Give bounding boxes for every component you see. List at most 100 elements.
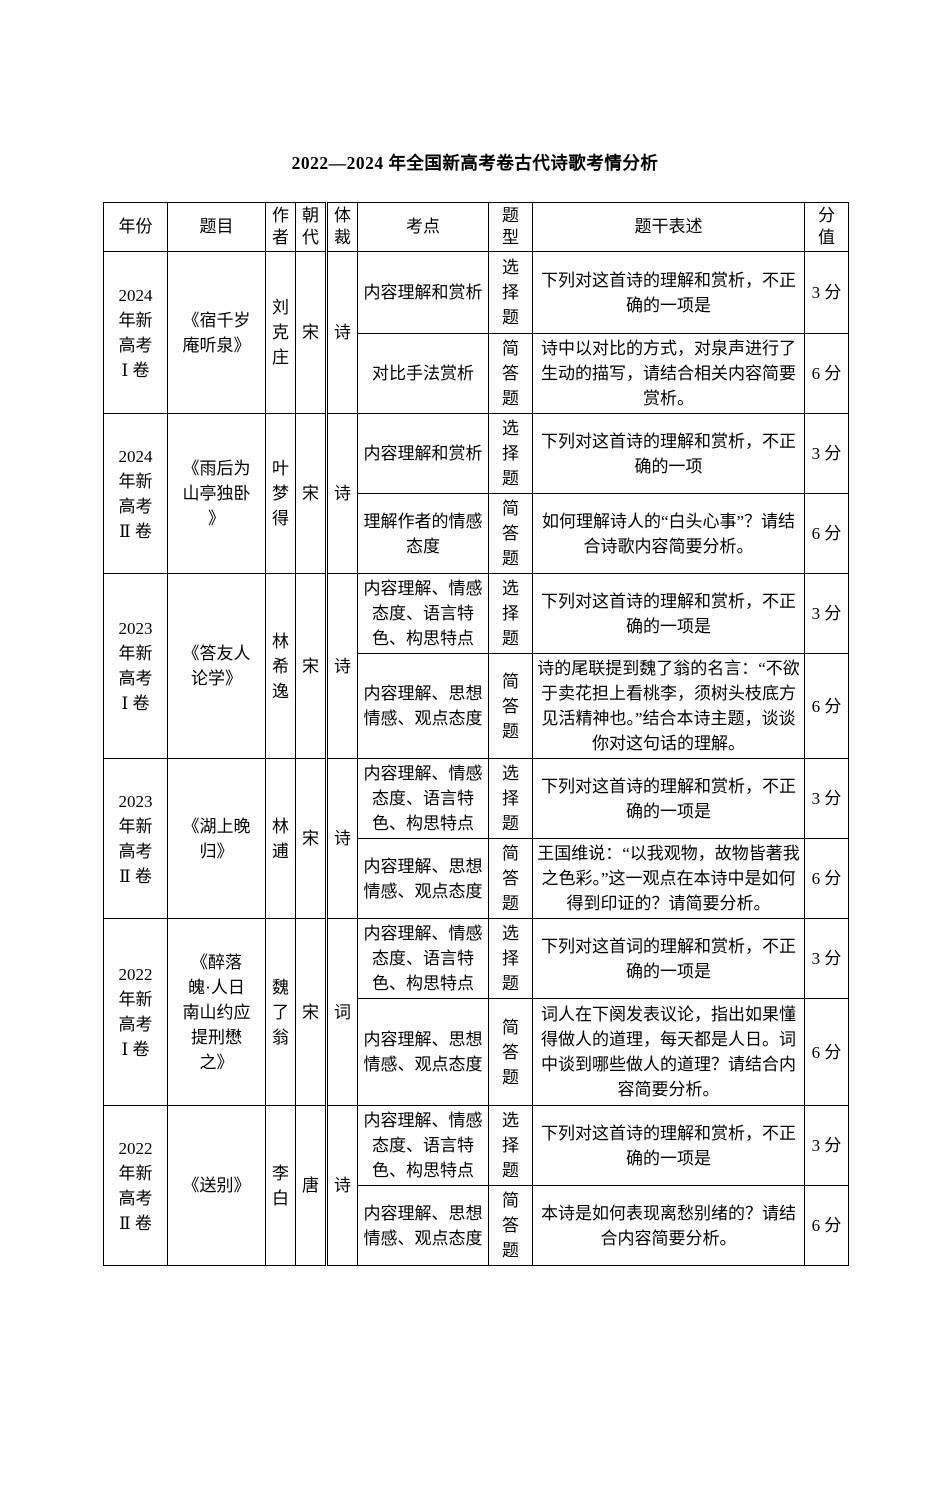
question-type-cell: 选 择 题 — [488, 413, 533, 494]
question-type-cell: 选 择 题 — [488, 251, 533, 334]
question-type-cell: 简 答 题 — [488, 998, 533, 1106]
table-row: 内容理解、思想情感、观点态度 简 答 题 本诗是如何表现离愁别绪的？请结合内容简… — [104, 1185, 849, 1266]
question-type-cell: 简 答 题 — [488, 333, 533, 414]
header-stem: 题干表述 — [532, 202, 805, 252]
question-type-cell: 选 择 题 — [488, 1105, 533, 1186]
header-poem-title: 题目 — [167, 202, 266, 252]
page-title: 2022—2024 年全国新高考卷古代诗歌考情分析 — [291, 153, 659, 173]
header-score: 分 值 — [804, 202, 849, 252]
dynasty-cell: 宋 — [295, 918, 327, 1106]
poem-title-cell: 《湖上晚 归》 — [167, 758, 266, 919]
score-cell: 3 分 — [804, 918, 849, 999]
table-row: 2023 年新 高考 Ⅱ 卷 《湖上晚 归》 林 逋 宋 诗 内容理解、情感态度… — [103, 758, 849, 919]
author-cell: 刘 克 庄 — [265, 251, 296, 414]
score-cell: 6 分 — [804, 653, 849, 759]
year-cell: 2023 年新 高考 Ⅰ 卷 — [103, 573, 168, 759]
genre-cell: 诗 — [325, 573, 358, 759]
stem-cell: 如何理解诗人的“白头心事”？请结合诗歌内容简要分析。 — [532, 493, 805, 574]
score-cell: 3 分 — [804, 758, 849, 839]
table-row: 内容理解、思想情感、观点态度 简 答 题 词人在下阕发表议论，指出如果懂得做人的… — [104, 998, 849, 1106]
points-cell: 内容理解和赏析 — [357, 251, 489, 334]
poem-title-cell: 《醉落 魄·人日 南山约应 提刑懋 之》 — [167, 918, 266, 1106]
header-question-type: 题 型 — [488, 202, 533, 252]
points-cell: 对比手法赏析 — [357, 333, 489, 414]
stem-cell: 下列对这首诗的理解和赏析，不正确的一项 — [532, 413, 805, 494]
dynasty-cell: 宋 — [295, 758, 327, 919]
stem-cell: 本诗是如何表现离愁别绪的？请结合内容简要分析。 — [532, 1185, 805, 1266]
table-row: 2023 年新 高考 Ⅰ 卷 《答友人 论学》 林 希 逸 宋 诗 内容理解、情… — [103, 573, 849, 759]
year-cell: 2024 年新 高考 Ⅱ 卷 — [103, 413, 168, 574]
points-cell: 内容理解、思想情感、观点态度 — [357, 653, 489, 759]
score-cell: 3 分 — [804, 1105, 849, 1186]
stem-cell: 诗中以对比的方式，对泉声进行了生动的描写，请结合相关内容简要赏析。 — [532, 333, 805, 414]
genre-cell: 诗 — [325, 413, 358, 574]
question-type-cell: 选 择 题 — [488, 758, 533, 839]
table-row: 对比手法赏析 简 答 题 诗中以对比的方式，对泉声进行了生动的描写，请结合相关内… — [104, 333, 849, 414]
question-type-cell: 简 答 题 — [488, 1185, 533, 1266]
stem-cell: 下列对这首诗的理解和赏析，不正确的一项是 — [532, 573, 805, 654]
score-cell: 6 分 — [804, 493, 849, 574]
poem-title-cell: 《宿千岁 庵听泉》 — [167, 251, 266, 414]
table-row: 内容理解、思想情感、观点态度 简 答 题 诗的尾联提到魏了翁的名言：“不欲于卖花… — [104, 653, 849, 759]
genre-cell: 词 — [325, 918, 358, 1106]
author-cell: 林 希 逸 — [265, 573, 296, 759]
year-cell: 2024 年新 高考 Ⅰ 卷 — [103, 251, 168, 414]
header-test-points: 考点 — [357, 202, 489, 252]
score-cell: 6 分 — [804, 998, 849, 1106]
stem-cell: 下列对这首诗的理解和赏析，不正确的一项是 — [532, 1105, 805, 1186]
table-header-row: 年份 题目 作 者 朝 代 体 裁 考点 题 型 题干表述 分 值 — [103, 202, 849, 252]
score-cell: 3 分 — [804, 573, 849, 654]
header-genre: 体 裁 — [325, 202, 358, 252]
question-type-cell: 选 择 题 — [488, 918, 533, 999]
score-cell: 6 分 — [804, 1185, 849, 1266]
table-row: 2022 年新 高考 Ⅱ 卷 《送别》 李 白 唐 诗 内容理解、情感态度、语言… — [103, 1105, 849, 1266]
poem-title-cell: 《雨后为 山亭独卧 》 — [167, 413, 266, 574]
stem-cell: 王国维说：“以我观物，故物皆著我之色彩。”这一观点在本诗中是如何得到印证的？请简… — [532, 838, 805, 919]
year-cell: 2022 年新 高考 Ⅱ 卷 — [103, 1105, 168, 1266]
poem-title-cell: 《答友人 论学》 — [167, 573, 266, 759]
points-cell: 理解作者的情感态度 — [357, 493, 489, 574]
stem-cell: 下列对这首诗的理解和赏析，不正确的一项是 — [532, 758, 805, 839]
exam-analysis-table: 年份 题目 作 者 朝 代 体 裁 考点 题 型 题干表述 分 值 2024 年… — [103, 202, 849, 1266]
author-cell: 魏 了 翁 — [265, 918, 296, 1106]
points-cell: 内容理解、情感态度、语言特色、构思特点 — [357, 758, 489, 839]
dynasty-cell: 宋 — [295, 251, 327, 414]
dynasty-cell: 唐 — [295, 1105, 327, 1266]
question-type-cell: 简 答 题 — [488, 493, 533, 574]
table-row: 2024 年新 高考 Ⅰ 卷 《宿千岁 庵听泉》 刘 克 庄 宋 诗 内容理解和… — [103, 251, 849, 414]
stem-cell: 词人在下阕发表议论，指出如果懂得做人的道理，每天都是人日。词中谈到哪些做人的道理… — [532, 998, 805, 1106]
stem-cell: 下列对这首词的理解和赏析，不正确的一项是 — [532, 918, 805, 999]
points-cell: 内容理解、思想情感、观点态度 — [357, 1185, 489, 1266]
poem-title-cell: 《送别》 — [167, 1105, 266, 1266]
year-cell: 2022 年新 高考 Ⅰ 卷 — [103, 918, 168, 1106]
dynasty-cell: 宋 — [295, 413, 327, 574]
points-cell: 内容理解、思想情感、观点态度 — [357, 838, 489, 919]
genre-cell: 诗 — [325, 1105, 358, 1266]
table-row: 2024 年新 高考 Ⅱ 卷 《雨后为 山亭独卧 》 叶 梦 得 宋 诗 内容理… — [103, 413, 849, 574]
question-type-cell: 简 答 题 — [488, 653, 533, 759]
stem-cell: 下列对这首诗的理解和赏析，不正确的一项是 — [532, 251, 805, 334]
points-cell: 内容理解、情感态度、语言特色、构思特点 — [357, 1105, 489, 1186]
dynasty-cell: 宋 — [295, 573, 327, 759]
question-type-cell: 简 答 题 — [488, 838, 533, 919]
question-type-cell: 选 择 题 — [488, 573, 533, 654]
header-author: 作 者 — [265, 202, 296, 252]
points-cell: 内容理解、情感态度、语言特色、构思特点 — [357, 918, 489, 999]
header-year: 年份 — [103, 202, 168, 252]
score-cell: 6 分 — [804, 333, 849, 414]
genre-cell: 诗 — [325, 251, 358, 414]
table-row: 内容理解、思想情感、观点态度 简 答 题 王国维说：“以我观物，故物皆著我之色彩… — [104, 838, 849, 919]
table-row: 理解作者的情感态度 简 答 题 如何理解诗人的“白头心事”？请结合诗歌内容简要分… — [104, 493, 849, 574]
author-cell: 李 白 — [265, 1105, 296, 1266]
year-cell: 2023 年新 高考 Ⅱ 卷 — [103, 758, 168, 919]
points-cell: 内容理解、思想情感、观点态度 — [357, 998, 489, 1106]
table-row: 2022 年新 高考 Ⅰ 卷 《醉落 魄·人日 南山约应 提刑懋 之》 魏 了 … — [103, 918, 849, 1106]
genre-cell: 诗 — [325, 758, 358, 919]
score-cell: 3 分 — [804, 413, 849, 494]
points-cell: 内容理解、情感态度、语言特色、构思特点 — [357, 573, 489, 654]
header-dynasty: 朝 代 — [295, 202, 327, 252]
points-cell: 内容理解和赏析 — [357, 413, 489, 494]
score-cell: 6 分 — [804, 838, 849, 919]
author-cell: 叶 梦 得 — [265, 413, 296, 574]
score-cell: 3 分 — [804, 251, 849, 334]
